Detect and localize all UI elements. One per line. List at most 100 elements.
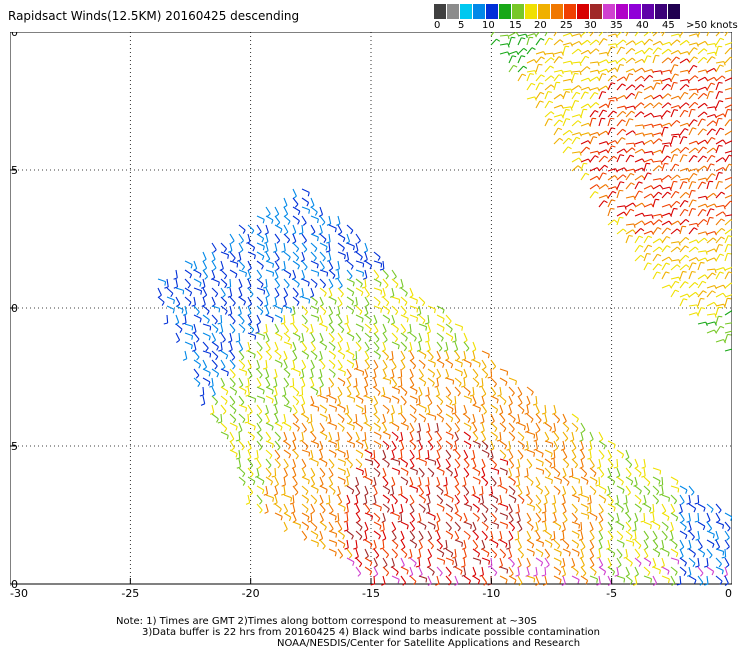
wind-barb <box>445 314 452 325</box>
wind-barb <box>166 296 175 305</box>
wind-map[interactable]: -20-25-30-35-40-30-25-20-15-10-5022:0022… <box>10 32 732 598</box>
wind-barb <box>634 467 642 477</box>
wind-barb <box>589 512 598 521</box>
wind-barb <box>337 296 343 307</box>
wind-barb <box>202 350 212 358</box>
wind-barb <box>634 227 645 235</box>
wind-barb <box>309 323 314 334</box>
wind-barb <box>244 413 250 424</box>
wind-barb <box>706 521 713 532</box>
wind-barb <box>589 557 595 568</box>
wind-barb <box>345 467 351 478</box>
wind-barb <box>337 458 346 467</box>
wind-barb <box>355 557 363 568</box>
wind-barb <box>524 440 529 451</box>
wind-barb <box>318 206 324 217</box>
wind-barb <box>634 148 645 154</box>
wind-barb <box>391 494 398 505</box>
wind-barb <box>337 350 346 360</box>
wind-barb <box>481 467 486 478</box>
wind-barb <box>652 213 663 219</box>
wind-barb <box>535 539 545 547</box>
wind-barb <box>526 33 537 38</box>
wind-barb <box>589 150 600 156</box>
wind-barb <box>390 404 395 415</box>
wind-barb <box>319 251 326 262</box>
wind-barb <box>481 521 489 531</box>
wind-barb <box>274 224 283 233</box>
wind-barb <box>256 413 263 424</box>
wind-barb <box>229 431 235 442</box>
wind-barb <box>535 494 542 505</box>
wind-barb <box>632 530 637 541</box>
wind-barb <box>688 172 698 181</box>
wind-barb <box>724 154 732 163</box>
wind-barb <box>427 305 436 314</box>
wind-barb <box>679 146 690 154</box>
wind-barb <box>562 42 573 47</box>
wind-barb <box>679 293 690 298</box>
wind-barb <box>238 278 243 289</box>
wind-barb <box>724 294 732 298</box>
wind-barb <box>364 260 373 270</box>
wind-barb <box>424 314 430 325</box>
wind-barb <box>517 449 524 460</box>
wind-barb <box>524 404 529 415</box>
wind-barb <box>507 404 513 415</box>
wind-barb <box>310 269 320 277</box>
wind-barb <box>334 440 340 451</box>
wind-barb <box>283 323 289 334</box>
wind-barb <box>580 66 591 73</box>
wind-barb <box>688 92 699 100</box>
wind-barb <box>589 521 594 532</box>
wind-barb <box>391 395 400 404</box>
wind-barb <box>571 566 579 576</box>
wind-barb <box>309 368 314 379</box>
wind-barb <box>679 530 688 539</box>
wind-barb <box>283 197 288 208</box>
wind-barb <box>381 413 386 424</box>
wind-barb <box>706 192 717 199</box>
wind-barb <box>661 220 672 226</box>
wind-barb <box>553 69 564 75</box>
wind-barb <box>535 530 541 541</box>
wind-barb <box>481 458 486 469</box>
wind-barb <box>616 64 624 73</box>
wind-barb <box>634 190 643 199</box>
wind-barb <box>283 359 288 370</box>
wind-barb <box>670 228 681 235</box>
wind-barb <box>553 32 558 37</box>
wind-barb <box>526 521 534 531</box>
wind-barb <box>373 521 382 530</box>
wind-barb <box>246 269 252 280</box>
wind-barb <box>697 48 708 55</box>
wind-barb <box>579 440 584 451</box>
wind-barb <box>616 216 624 226</box>
wind-barb <box>724 530 730 541</box>
wind-barb <box>274 476 280 487</box>
wind-barb <box>211 341 219 351</box>
wind-barb <box>292 368 301 377</box>
wind-barb <box>328 485 336 495</box>
wind-barb <box>661 512 670 521</box>
wind-barb <box>256 404 263 415</box>
colorbar-swatch-12 <box>590 4 603 19</box>
wind-barb <box>301 359 307 370</box>
wind-barb <box>382 422 388 433</box>
wind-barb <box>373 359 379 370</box>
wind-barb <box>364 332 372 342</box>
wind-barb <box>580 503 589 512</box>
wind-barb <box>516 512 521 523</box>
wind-barb <box>463 521 472 529</box>
wind-barb <box>580 172 590 181</box>
wind-barb <box>337 251 346 260</box>
wind-barb <box>661 162 669 172</box>
wind-barb <box>598 449 605 460</box>
wind-barb <box>497 530 503 541</box>
wind-barb <box>292 431 297 442</box>
wind-barb <box>400 476 409 486</box>
wind-barb <box>184 287 193 297</box>
wind-barb <box>425 404 431 415</box>
wind-barb <box>355 404 364 413</box>
wind-barb <box>417 476 422 487</box>
